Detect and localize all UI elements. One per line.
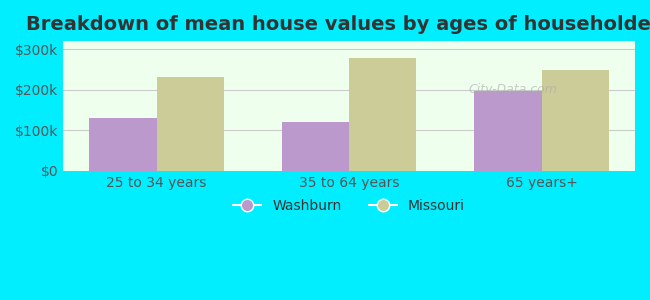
Text: City-Data.com: City-Data.com [468, 83, 557, 97]
Bar [281, 122, 349, 171]
Bar [89, 118, 157, 171]
Title: Breakdown of mean house values by ages of householders: Breakdown of mean house values by ages o… [26, 15, 650, 34]
Legend: Washburn, Missouri: Washburn, Missouri [227, 194, 471, 218]
Bar [474, 91, 541, 171]
Bar [157, 77, 224, 171]
Bar [541, 70, 609, 171]
Bar [349, 58, 417, 171]
